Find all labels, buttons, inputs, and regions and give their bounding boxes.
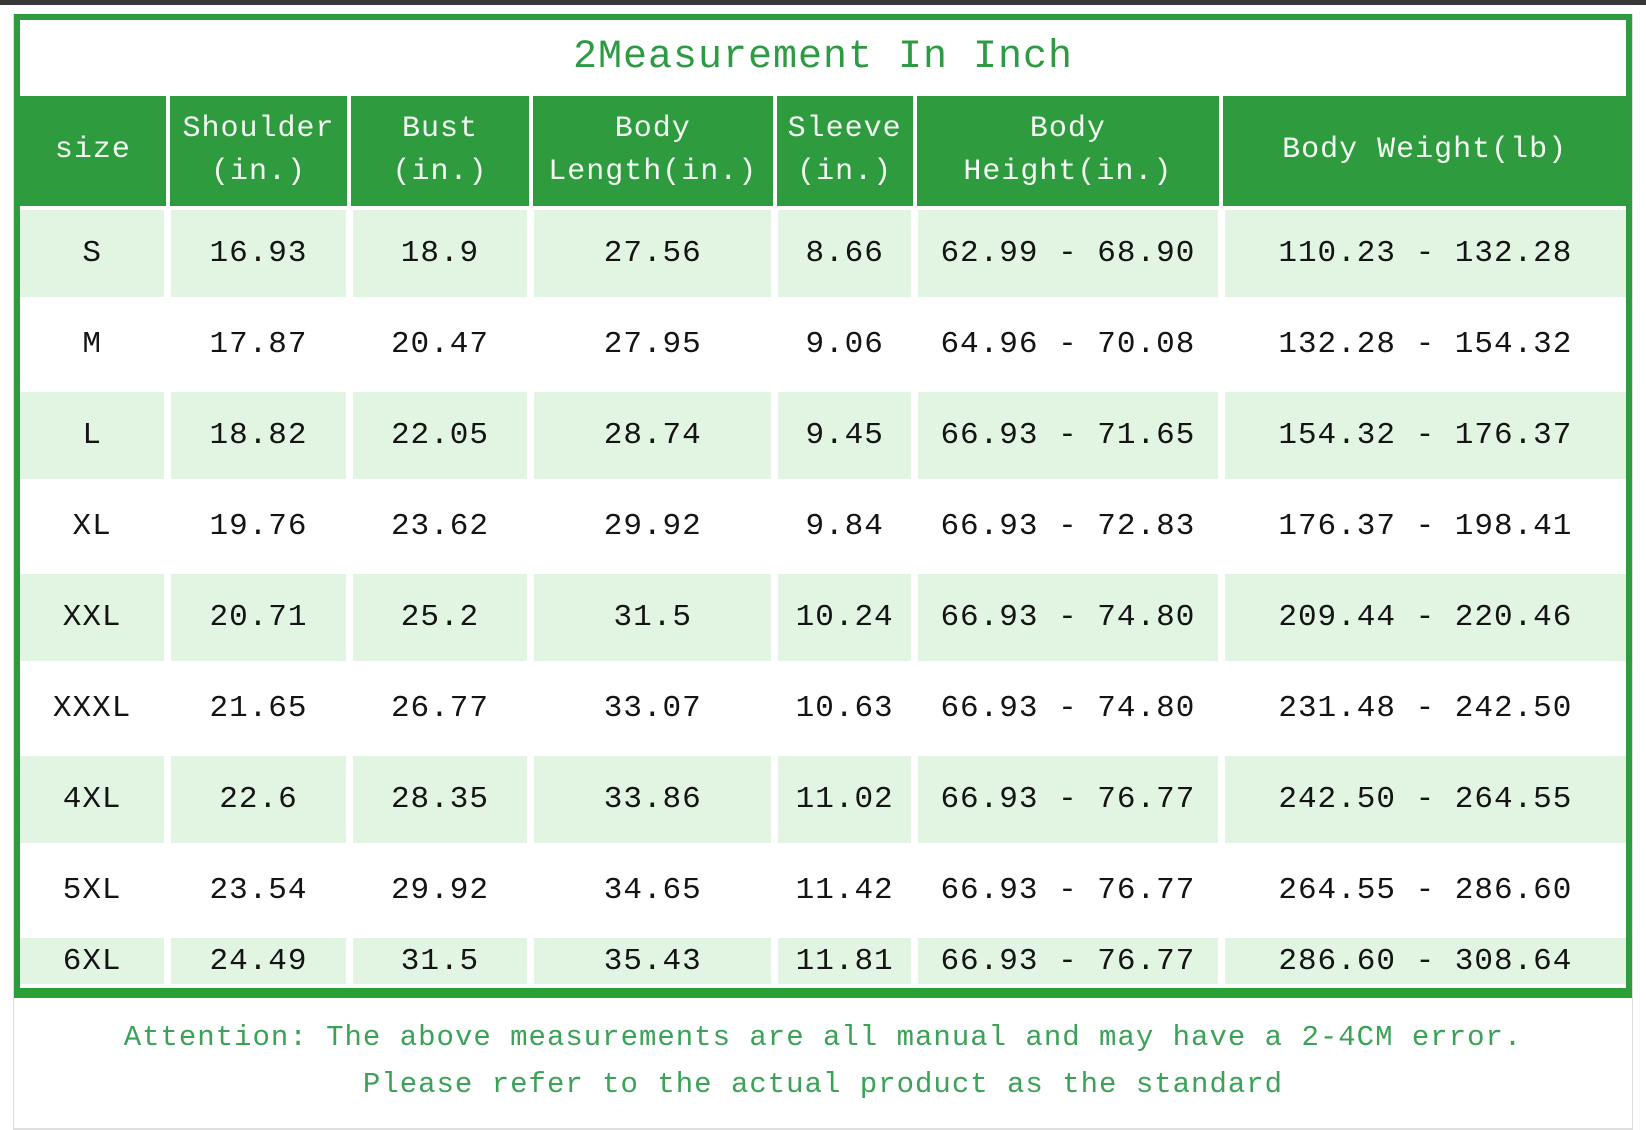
size-label: M: [20, 297, 172, 392]
measurement-cell: 31.5: [349, 934, 535, 988]
size-row-L: L 18.82 22.05 28.74 9.45 66.93 - 71.65 154.32 …: [20, 388, 1626, 483]
size-label: L: [20, 388, 172, 483]
measurement-cell: 66.93 - 76.77: [914, 843, 1225, 938]
measurement-cell: 264.55 - 286.60: [1221, 843, 1626, 938]
measurement-cell: 28.35: [349, 752, 535, 847]
measurement-cell: 242.50 - 264.55: [1221, 752, 1626, 847]
measurement-cell: 110.23 - 132.28: [1221, 206, 1626, 301]
measurement-cell: 23.62: [349, 479, 535, 574]
size-table: size Shoulder (in.) Bust (in.) Body Length(in.…: [20, 96, 1626, 988]
attention-note: Attention: The above measurements are al…: [14, 998, 1632, 1128]
measurement-cell: 10.24: [774, 570, 919, 665]
measurement-cell: 9.06: [774, 297, 919, 392]
size-row-4XL: 4XL 22.6 28.35 33.86 11.02 66.93 - 76.77 242.5…: [20, 752, 1626, 847]
measurement-cell: 25.2: [349, 570, 535, 665]
column-header-body-height: Body Height(in.): [914, 96, 1224, 208]
measurement-cell: 9.45: [774, 388, 919, 483]
measurement-cell: 9.84: [774, 479, 919, 574]
measurement-cell: 22.05: [349, 388, 535, 483]
measurement-cell: 18.9: [349, 206, 535, 301]
chart-title: 2Measurement In Inch: [572, 35, 1074, 80]
measurement-cell: 27.56: [530, 206, 779, 301]
measurement-cell: 10.63: [774, 661, 919, 756]
measurement-cell: 231.48 - 242.50: [1221, 661, 1626, 756]
measurement-cell: 11.81: [774, 934, 919, 988]
column-header-sleeve: Sleeve (in.): [774, 96, 917, 208]
measurement-cell: 66.93 - 74.80: [914, 570, 1225, 665]
measurement-cell: 20.71: [167, 570, 353, 665]
measurement-cell: 28.74: [530, 388, 779, 483]
measurement-cell: 64.96 - 70.08: [914, 297, 1225, 392]
size-label: S: [20, 206, 172, 301]
measurement-cell: 132.28 - 154.32: [1221, 297, 1626, 392]
measurement-cell: 33.86: [530, 752, 779, 847]
size-label: XL: [20, 479, 172, 574]
measurement-cell: 16.93: [167, 206, 353, 301]
size-label: 4XL: [20, 752, 172, 847]
measurement-cell: 209.44 - 220.46: [1221, 570, 1626, 665]
size-row-S: S 16.93 18.9 27.56 8.66 62.99 - 68.90 110.23 -…: [20, 206, 1626, 301]
column-header-body-weight: Body Weight(lb): [1221, 96, 1626, 208]
measurement-cell: 18.82: [167, 388, 353, 483]
size-label: 5XL: [20, 843, 172, 938]
measurement-cell: 24.49: [167, 934, 353, 988]
measurement-cell: 8.66: [774, 206, 919, 301]
measurement-cell: 33.07: [530, 661, 779, 756]
measurement-cell: 34.65: [530, 843, 779, 938]
measurement-cell: 62.99 - 68.90: [914, 206, 1225, 301]
size-label: 6XL: [20, 934, 172, 988]
measurement-cell: 154.32 - 176.37: [1221, 388, 1626, 483]
measurement-cell: 176.37 - 198.41: [1221, 479, 1626, 574]
measurement-cell: 29.92: [349, 843, 535, 938]
measurement-cell: 286.60 - 308.64: [1221, 934, 1626, 988]
measurement-cell: 19.76: [167, 479, 353, 574]
measurement-cell: 22.6: [167, 752, 353, 847]
measurement-cell: 26.77: [349, 661, 535, 756]
measurement-cell: 27.95: [530, 297, 779, 392]
attention-line-1: Attention: The above measurements are al…: [123, 1021, 1523, 1054]
measurement-cell: 20.47: [349, 297, 535, 392]
table-block: 2Measurement In Inch size Shoulder (in.) Bu…: [14, 14, 1632, 998]
measurement-cell: 11.42: [774, 843, 919, 938]
chart-frame: 2Measurement In Inch size Shoulder (in.) Bu…: [13, 14, 1633, 1130]
measurement-cell: 11.02: [774, 752, 919, 847]
top-border-bar: [0, 0, 1646, 5]
size-row-XXL: XXL 20.71 25.2 31.5 10.24 66.93 - 74.80 209.44…: [20, 570, 1626, 665]
column-header-size: size: [20, 96, 170, 208]
column-header-body-length: Body Length(in.): [530, 96, 777, 208]
size-label: XXL: [20, 570, 172, 665]
header-row: size Shoulder (in.) Bust (in.) Body Length(in.…: [20, 96, 1626, 208]
column-header-bust: Bust (in.): [349, 96, 533, 208]
measurement-cell: 66.93 - 74.80: [914, 661, 1225, 756]
size-table-body: S 16.93 18.9 27.56 8.66 62.99 - 68.90 110.23 -…: [20, 206, 1626, 988]
size-row-XXXL: XXXL 21.65 26.77 33.07 10.63 66.93 - 74.80 231…: [20, 661, 1626, 756]
size-row-M: M 17.87 20.47 27.95 9.06 64.96 - 70.08 132.28 …: [20, 297, 1626, 392]
measurement-cell: 66.93 - 72.83: [914, 479, 1225, 574]
measurement-cell: 29.92: [530, 479, 779, 574]
size-row-6XL: 6XL 24.49 31.5 35.43 11.81 66.93 - 76.77 286.6…: [20, 934, 1626, 988]
measurement-cell: 66.93 - 71.65: [914, 388, 1225, 483]
measurement-cell: 66.93 - 76.77: [914, 752, 1225, 847]
measurement-cell: 66.93 - 76.77: [914, 934, 1225, 988]
measurement-cell: 17.87: [167, 297, 353, 392]
measurement-cell: 23.54: [167, 843, 353, 938]
size-label: XXXL: [20, 661, 172, 756]
measurement-cell: 21.65: [167, 661, 353, 756]
measurement-cell: 35.43: [530, 934, 779, 988]
column-header-shoulder: Shoulder (in.): [167, 96, 352, 208]
measurement-cell: 31.5: [530, 570, 779, 665]
size-row-XL: XL 19.76 23.62 29.92 9.84 66.93 - 72.83 176.37…: [20, 479, 1626, 574]
size-row-5XL: 5XL 23.54 29.92 34.65 11.42 66.93 - 76.77 264.…: [20, 843, 1626, 938]
attention-line-2: Please refer to the actual product as th…: [362, 1068, 1284, 1101]
